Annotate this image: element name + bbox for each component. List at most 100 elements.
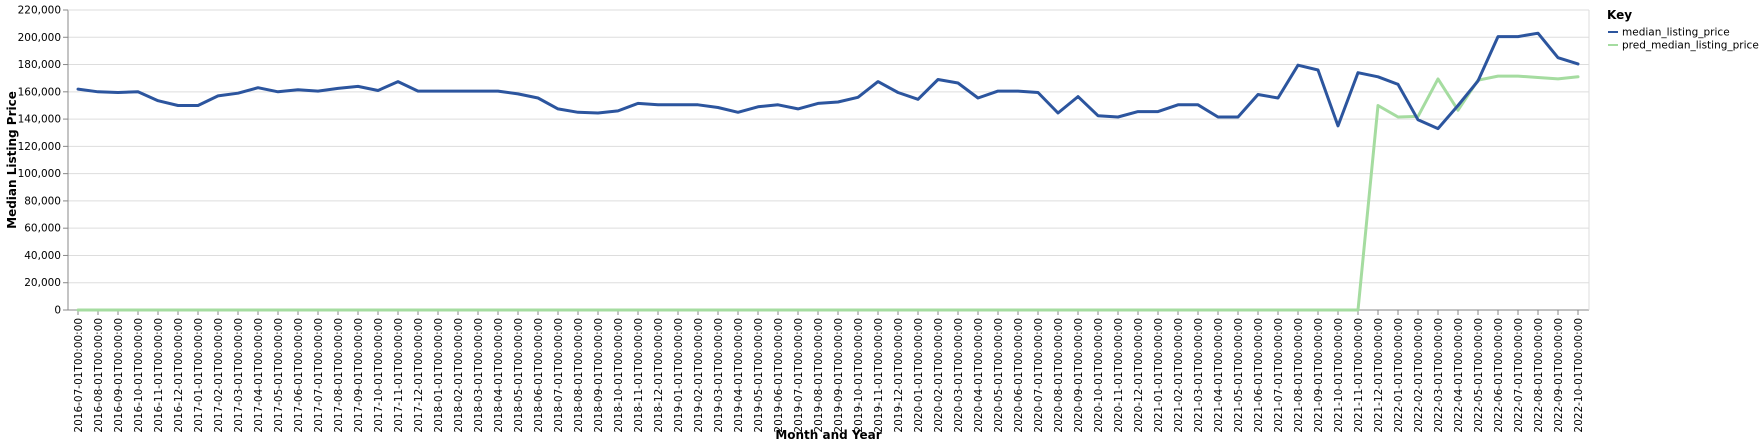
x-tick-label: 2021-11-01T00:00:00	[1353, 318, 1365, 433]
x-tick-label: 2019-06-01T00:00:00	[773, 318, 785, 433]
x-tick-label: 2021-10-01T00:00:00	[1333, 318, 1345, 433]
x-tick-label: 2022-03-01T00:00:00	[1433, 318, 1445, 433]
x-tick-label: 2021-12-01T00:00:00	[1373, 318, 1385, 433]
legend-label: median_listing_price	[1622, 27, 1730, 39]
x-tick-label: 2018-03-01T00:00:00	[473, 318, 485, 433]
x-tick-label: 2016-08-01T00:00:00	[93, 318, 105, 433]
y-tick-label: 100,000	[18, 168, 61, 180]
x-tick-label: 2018-07-01T00:00:00	[553, 318, 565, 433]
x-tick-label: 2019-11-01T00:00:00	[873, 318, 885, 433]
x-tick-label: 2017-01-01T00:00:00	[193, 318, 205, 433]
y-tick-label: 140,000	[18, 114, 61, 126]
y-axis-title: Median Listing Price	[5, 91, 19, 229]
x-tick-label: 2020-11-01T00:00:00	[1113, 318, 1125, 433]
x-tick-label: 2020-01-01T00:00:00	[913, 318, 925, 433]
series-line-median-listing-price	[76, 31, 1580, 131]
y-tick-label: 160,000	[18, 86, 61, 98]
x-tick-label: 2020-12-01T00:00:00	[1133, 318, 1145, 433]
x-tick-label: 2019-01-01T00:00:00	[673, 318, 685, 433]
x-tick-label: 2020-02-01T00:00:00	[933, 318, 945, 433]
x-tick-label: 2018-04-01T00:00:00	[493, 318, 505, 433]
x-tick-label: 2018-05-01T00:00:00	[513, 318, 525, 433]
x-tick-label: 2018-02-01T00:00:00	[453, 318, 465, 433]
x-tick-label: 2018-11-01T00:00:00	[633, 318, 645, 433]
x-tick-label: 2021-09-01T00:00:00	[1313, 318, 1325, 433]
x-tick-label: 2020-08-01T00:00:00	[1053, 318, 1065, 433]
x-tick-label: 2018-10-01T00:00:00	[613, 318, 625, 433]
y-tick-label: 20,000	[24, 277, 61, 289]
x-tick-label: 2019-10-01T00:00:00	[853, 318, 865, 433]
x-tick-label: 2017-10-01T00:00:00	[373, 318, 385, 433]
legend: Key median_listing_pricepred_median_list…	[1607, 8, 1759, 52]
x-tick-label: 2021-07-01T00:00:00	[1273, 318, 1285, 433]
x-tick-label: 2022-08-01T00:00:00	[1533, 318, 1545, 433]
x-tick-label: 2021-01-01T00:00:00	[1153, 318, 1165, 433]
x-tick-label: 2021-03-01T00:00:00	[1193, 318, 1205, 433]
x-tick-label: 2022-05-01T00:00:00	[1473, 318, 1485, 433]
x-axis: 2016-07-01T00:00:00 2016-08-01T00:00:00 20…	[73, 310, 1585, 433]
x-tick-label: 2019-07-01T00:00:00	[793, 318, 805, 433]
x-tick-label: 2020-06-01T00:00:00	[1013, 318, 1025, 433]
y-tick-label: 80,000	[24, 195, 61, 207]
x-tick-label: 2017-05-01T00:00:00	[273, 318, 285, 433]
x-axis-title: Month and Year	[775, 428, 881, 442]
x-tick-label: 2019-05-01T00:00:00	[753, 318, 765, 433]
series-layer	[76, 31, 1580, 312]
x-tick-label: 2020-04-01T00:00:00	[973, 318, 985, 433]
x-tick-label: 2022-02-01T00:00:00	[1413, 318, 1425, 433]
x-tick-label: 2017-02-01T00:00:00	[213, 318, 225, 433]
x-tick-label: 2021-08-01T00:00:00	[1293, 318, 1305, 433]
x-tick-label: 2017-03-01T00:00:00	[233, 318, 245, 433]
x-tick-label: 2017-04-01T00:00:00	[253, 318, 265, 433]
x-tick-label: 2018-12-01T00:00:00	[653, 318, 665, 433]
x-tick-label: 2018-08-01T00:00:00	[573, 318, 585, 433]
x-tick-label: 2017-11-01T00:00:00	[393, 318, 405, 433]
x-tick-label: 2020-05-01T00:00:00	[993, 318, 1005, 433]
x-tick-label: 2016-11-01T00:00:00	[153, 318, 165, 433]
x-tick-label: 2019-02-01T00:00:00	[693, 318, 705, 433]
x-tick-label: 2020-09-01T00:00:00	[1073, 318, 1085, 433]
y-axis: 0 20,000 40,000 60,000 80,000 100,000 120,000 1…	[18, 5, 68, 317]
x-tick-label: 2019-03-01T00:00:00	[713, 318, 725, 433]
x-tick-label: 2018-01-01T00:00:00	[433, 318, 445, 433]
x-tick-label: 2020-03-01T00:00:00	[953, 318, 965, 433]
x-tick-label: 2022-09-01T00:00:00	[1553, 318, 1565, 433]
x-tick-label: 2016-07-01T00:00:00	[73, 318, 85, 433]
x-tick-label: 2022-06-01T00:00:00	[1493, 318, 1505, 433]
x-tick-label: 2016-10-01T00:00:00	[133, 318, 145, 433]
x-tick-label: 2019-04-01T00:00:00	[733, 318, 745, 433]
x-tick-label: 2022-04-01T00:00:00	[1453, 318, 1465, 433]
x-tick-label: 2022-10-01T00:00:00	[1573, 318, 1585, 433]
x-tick-label: 2016-12-01T00:00:00	[173, 318, 185, 433]
x-tick-label: 2017-12-01T00:00:00	[413, 318, 425, 433]
x-tick-label: 2018-06-01T00:00:00	[533, 318, 545, 433]
y-tick-label: 180,000	[18, 59, 61, 71]
x-tick-label: 2017-07-01T00:00:00	[313, 318, 325, 433]
x-tick-label: 2022-01-01T00:00:00	[1393, 318, 1405, 433]
plot-frame	[67, 9, 1590, 311]
series-line-pred-median-listing-price	[76, 74, 1580, 312]
x-tick-label: 2021-04-01T00:00:00	[1213, 318, 1225, 433]
x-tick-label: 2019-09-01T00:00:00	[833, 318, 845, 433]
x-tick-label: 2020-07-01T00:00:00	[1033, 318, 1045, 433]
x-tick-label: 2021-05-01T00:00:00	[1233, 318, 1245, 433]
x-tick-label: 2018-09-01T00:00:00	[593, 318, 605, 433]
x-tick-label: 2019-12-01T00:00:00	[893, 318, 905, 433]
y-tick-label: 220,000	[18, 5, 61, 17]
x-tick-label: 2017-09-01T00:00:00	[353, 318, 365, 433]
y-tick-label: 0	[54, 305, 61, 317]
x-tick-label: 2021-06-01T00:00:00	[1253, 318, 1265, 433]
x-tick-label: 2016-09-01T00:00:00	[113, 318, 125, 433]
y-tick-label: 40,000	[24, 250, 61, 262]
x-tick-label: 2020-10-01T00:00:00	[1093, 318, 1105, 433]
x-tick-label: 2022-07-01T00:00:00	[1513, 318, 1525, 433]
x-tick-label: 2019-08-01T00:00:00	[813, 318, 825, 433]
y-tick-label: 200,000	[18, 32, 61, 44]
y-tick-label: 60,000	[24, 223, 61, 235]
legend-label: pred_median_listing_price	[1622, 40, 1759, 52]
gridlines	[68, 9, 1589, 311]
x-tick-label: 2017-08-01T00:00:00	[333, 318, 345, 433]
y-tick-label: 120,000	[18, 141, 61, 153]
legend-title: Key	[1607, 8, 1632, 22]
